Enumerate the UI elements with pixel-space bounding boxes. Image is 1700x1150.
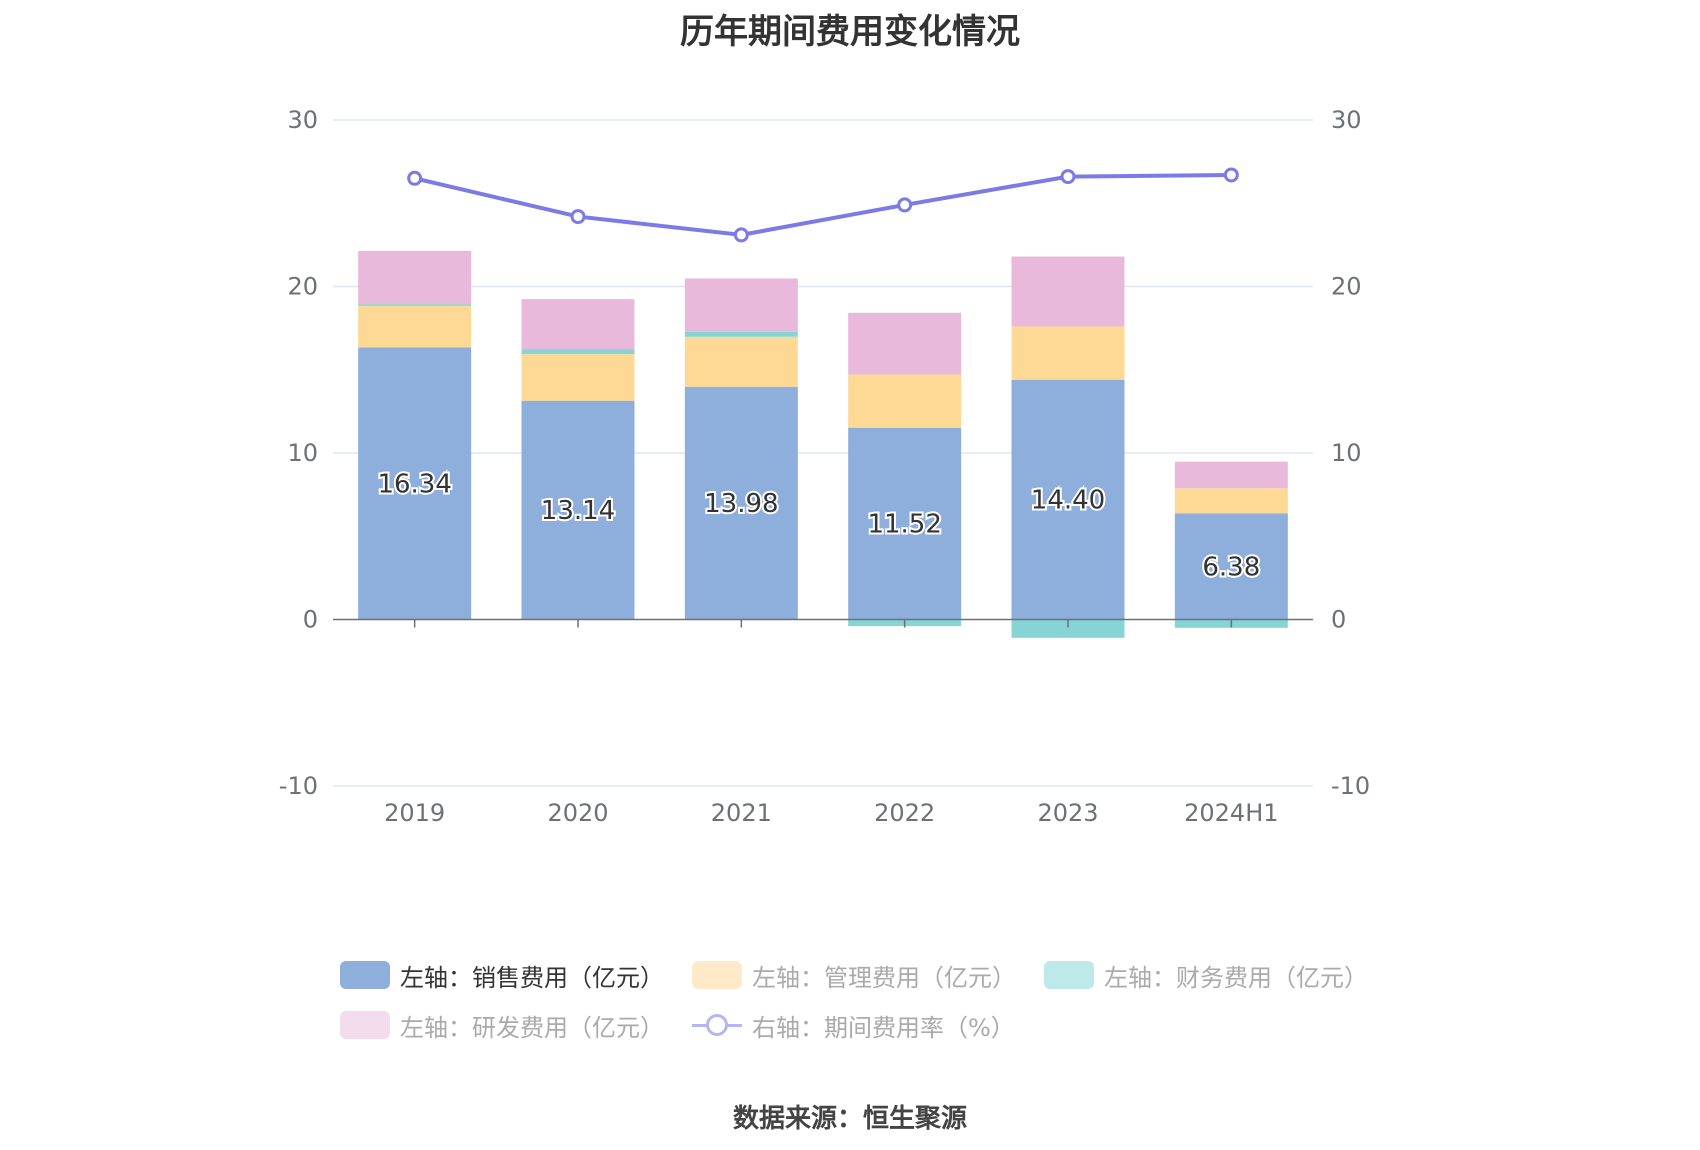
bar-rd bbox=[1174, 461, 1288, 489]
chart-title: 历年期间费用变化情况 bbox=[680, 12, 1020, 52]
data-label-sales: 11.52 bbox=[867, 510, 941, 540]
y-left-tick-label: -10 bbox=[279, 772, 318, 800]
bar-rd bbox=[684, 278, 798, 332]
rate-point bbox=[733, 227, 749, 243]
legend-label-admin: 左轴：管理费用（亿元） bbox=[752, 963, 1016, 992]
label-layer: 16.34 13.14 13.98 11.52 14.40 6.38 bbox=[375, 467, 1262, 584]
bar-rd bbox=[848, 312, 962, 375]
bar-admin bbox=[684, 336, 798, 387]
legend-label-finance: 左轴：财务费用（亿元） bbox=[1104, 963, 1368, 992]
bar-admin bbox=[521, 354, 635, 401]
bar-admin bbox=[1174, 488, 1288, 514]
y-right-tick-label: 0 bbox=[1331, 606, 1346, 634]
bar-rd bbox=[521, 299, 635, 350]
y-right-tick-label: 10 bbox=[1331, 439, 1362, 467]
legend-label-rate: 右轴：期间费用率（%） bbox=[752, 1013, 1015, 1042]
x-tick-label: 2022 bbox=[874, 799, 935, 827]
legend-label-rd: 左轴：研发费用（亿元） bbox=[400, 1013, 664, 1042]
rate-point bbox=[897, 197, 913, 213]
bar-finance bbox=[521, 349, 635, 355]
x-tick-label: 2023 bbox=[1037, 799, 1098, 827]
rate-point bbox=[407, 170, 423, 186]
y-left-tick-label: 10 bbox=[287, 439, 318, 467]
data-label-sales: 6.38 bbox=[1202, 552, 1260, 582]
legend-item-finance[interactable]: 左轴：财务费用（亿元） bbox=[1044, 958, 1368, 993]
legend-item-rate[interactable]: 右轴：期间费用率（%） bbox=[692, 1008, 1015, 1043]
bar-finance bbox=[358, 304, 472, 306]
legend-item-admin[interactable]: 左轴：管理费用（亿元） bbox=[692, 958, 1016, 993]
bar-admin bbox=[848, 374, 962, 428]
legend-swatch-sales bbox=[340, 961, 390, 989]
y-right-tick-label: -10 bbox=[1331, 772, 1370, 800]
legend-label-sales: 左轴：销售费用（亿元） bbox=[400, 963, 664, 992]
data-label-sales: 16.34 bbox=[377, 469, 451, 499]
x-tick-label: 2024H1 bbox=[1184, 799, 1278, 827]
legend-swatch-finance bbox=[1044, 961, 1094, 989]
legend-item-sales[interactable]: 左轴：销售费用（亿元） bbox=[340, 958, 664, 993]
axis-layer: 30 20 10 0 -10 30 20 10 0 -10 2019 2020 2021 2022 2023… bbox=[279, 106, 1370, 827]
source-note: 数据来源：恒生聚源 bbox=[732, 1104, 967, 1134]
legend-row-1: 左轴：销售费用（亿元） 左轴：管理费用（亿元） 左轴：财务费用（亿元） bbox=[340, 950, 1440, 1000]
rate-point bbox=[1223, 167, 1239, 183]
legend-row-2: 左轴：研发费用（亿元） 右轴：期间费用率（%） bbox=[340, 1000, 1440, 1050]
rate-point bbox=[570, 209, 586, 225]
x-tick-label: 2020 bbox=[547, 799, 608, 827]
rate-point bbox=[1060, 169, 1076, 185]
legend-item-rd[interactable]: 左轴：研发费用（亿元） bbox=[340, 1008, 664, 1043]
line-layer bbox=[407, 167, 1239, 243]
bar-rd bbox=[358, 250, 472, 305]
y-right-tick-label: 30 bbox=[1331, 106, 1362, 134]
bar-sales bbox=[521, 400, 635, 620]
bar-sales bbox=[358, 347, 472, 620]
bar-sales bbox=[1174, 513, 1288, 620]
bar-admin bbox=[358, 305, 472, 348]
data-label-sales: 13.14 bbox=[541, 496, 615, 526]
data-label-sales: 14.40 bbox=[1031, 486, 1105, 516]
rate-line bbox=[414, 172, 1232, 237]
bar-sales bbox=[848, 427, 962, 620]
y-left-tick-label: 30 bbox=[287, 106, 318, 134]
bar-finance bbox=[1011, 619, 1125, 638]
legend-swatch-rate bbox=[692, 1011, 742, 1039]
bar-finance bbox=[684, 331, 798, 337]
y-left-tick-label: 0 bbox=[303, 606, 318, 634]
grid-layer bbox=[333, 119, 1313, 787]
bar-admin bbox=[1011, 326, 1125, 380]
y-right-tick-label: 20 bbox=[1331, 273, 1362, 301]
legend-swatch-admin bbox=[692, 961, 742, 989]
bar-sales bbox=[1011, 379, 1125, 620]
data-label-sales: 13.98 bbox=[704, 489, 778, 519]
x-tick-label: 2021 bbox=[711, 799, 772, 827]
y-left-tick-label: 20 bbox=[287, 273, 318, 301]
bar-rd bbox=[1011, 256, 1125, 327]
bar-sales bbox=[684, 386, 798, 620]
legend: 左轴：销售费用（亿元） 左轴：管理费用（亿元） 左轴：财务费用（亿元） 左轴：研… bbox=[340, 950, 1440, 1050]
x-tick-label: 2019 bbox=[384, 799, 445, 827]
bar-layer bbox=[358, 250, 1288, 638]
legend-swatch-rd bbox=[340, 1011, 390, 1039]
